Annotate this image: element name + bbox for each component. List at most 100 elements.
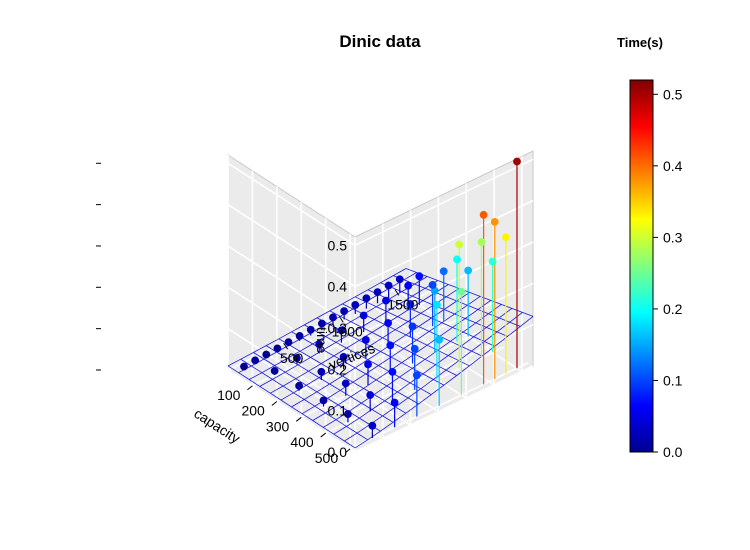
- data-point: [404, 281, 413, 290]
- gridline-y: [349, 233, 529, 451]
- surface-line: [291, 331, 419, 405]
- data-point: [364, 360, 372, 369]
- y-tick-label: 200: [241, 403, 265, 419]
- y-tick-mark: [320, 432, 327, 438]
- data-point: [295, 381, 303, 390]
- z-tick-label: 0.4: [328, 279, 348, 295]
- data-point: [273, 344, 282, 353]
- x-tick-mark: [394, 289, 400, 296]
- data-point: [351, 301, 360, 309]
- data-point: [415, 272, 424, 281]
- data-point: [366, 391, 375, 399]
- data-point: [457, 287, 466, 296]
- z-tick-label: 0.3: [328, 320, 348, 336]
- data-point: [319, 396, 328, 405]
- gridline-x: [366, 169, 495, 387]
- z-tick-label: 0.2: [328, 361, 348, 377]
- data-point: [406, 300, 415, 308]
- surface-line: [253, 352, 381, 432]
- data-point: [386, 341, 395, 350]
- colorbar-title: Time(s): [617, 35, 663, 50]
- data-point: [284, 338, 293, 347]
- y-tick-mark: [344, 448, 351, 454]
- data-point: [329, 313, 337, 322]
- colorbar-tick-label: 0.1: [663, 372, 683, 388]
- x-tick-label: 500: [280, 350, 304, 366]
- data-point: [477, 238, 486, 246]
- data-point: [361, 336, 370, 344]
- data-point: [433, 301, 441, 309]
- data-point: [384, 281, 393, 290]
- z-tick-label: 0.5: [328, 237, 348, 253]
- data-point: [270, 366, 279, 375]
- y-tick-mark: [271, 401, 278, 406]
- data-point: [339, 352, 348, 361]
- data-point: [479, 210, 488, 219]
- data-point: [384, 319, 392, 327]
- data-point: [435, 335, 444, 344]
- surface-line: [240, 358, 368, 441]
- colorbar-tick-label: 0.5: [663, 86, 683, 102]
- y-tick-mark: [295, 416, 302, 422]
- data-point: [337, 326, 346, 335]
- z-tick-label: 0.1: [328, 403, 348, 419]
- data-point: [453, 255, 461, 264]
- data-point: [395, 275, 404, 284]
- data-point: [315, 340, 324, 349]
- data-point: [428, 281, 437, 289]
- y-tick-label: 500: [315, 450, 339, 466]
- data-point: [439, 267, 448, 276]
- colorbar: 0.0 0.1 0.2 0.3 0.4 0.5: [629, 79, 683, 460]
- data-point: [410, 344, 419, 353]
- y-tick-label: 400: [290, 434, 314, 450]
- y-tick-label: 300: [266, 418, 290, 434]
- data-point: [251, 356, 260, 365]
- colorbar-gradient: [629, 79, 654, 453]
- data-point: [359, 311, 368, 320]
- y-tick-mark: [247, 385, 253, 391]
- colorbar-tick-label: 0.4: [663, 158, 683, 174]
- data-point: [388, 367, 397, 376]
- data-point: [341, 379, 350, 388]
- gridline-x: [338, 183, 468, 400]
- data-point: [488, 257, 497, 266]
- data-point: [340, 307, 349, 316]
- data-point: [490, 217, 499, 226]
- data-point: [262, 350, 271, 359]
- data-point: [513, 157, 521, 166]
- data-point: [368, 421, 377, 430]
- z-axis-label: time: [314, 327, 330, 354]
- x-tick-mark: [338, 315, 344, 323]
- data-point: [408, 322, 417, 331]
- data-point: [412, 371, 421, 380]
- surface-line: [278, 338, 407, 414]
- data-point: [293, 354, 301, 362]
- z-tick-label: 0.0: [328, 444, 348, 460]
- y-tick-label: 100: [217, 387, 241, 403]
- data-point: [373, 288, 382, 297]
- data-point: [362, 294, 371, 303]
- surface-line: [265, 345, 394, 423]
- data-point: [344, 410, 352, 418]
- data-points: [240, 157, 521, 430]
- data-point: [501, 233, 510, 242]
- surface-line: [227, 365, 356, 449]
- data-point: [295, 332, 304, 340]
- data-point: [390, 398, 399, 407]
- data-point: [382, 296, 390, 305]
- data-point: [317, 319, 326, 328]
- x-tick-mark: [283, 342, 289, 350]
- colorbar-tick-label: 0.3: [663, 229, 683, 245]
- x-tick-label: 1500: [387, 296, 418, 312]
- data-point: [317, 367, 326, 376]
- surface-line: [304, 324, 432, 395]
- x-tick-label: 1000: [332, 323, 363, 339]
- data-point: [455, 240, 464, 249]
- chart-title: Dinic data: [339, 32, 421, 51]
- data-point: [240, 362, 248, 371]
- colorbar-tick-label: 0.2: [663, 301, 683, 317]
- data-point: [464, 266, 473, 275]
- gridline-y: [300, 202, 480, 419]
- data-point: [306, 325, 315, 334]
